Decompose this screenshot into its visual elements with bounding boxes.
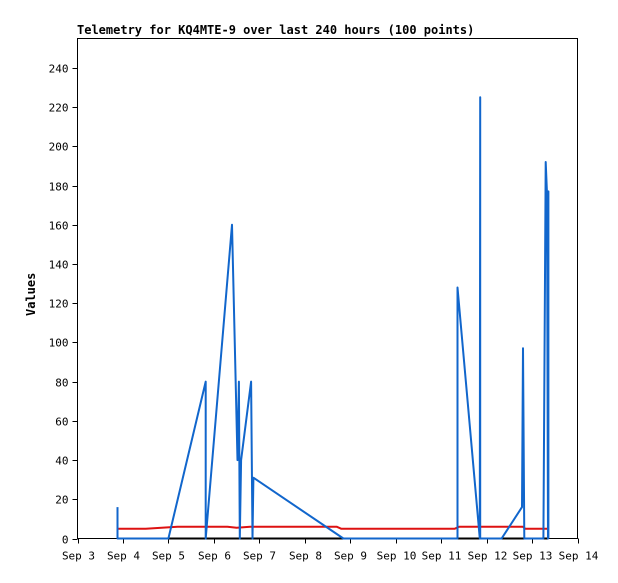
x-tick-label: Sep 11 [422, 550, 462, 563]
y-tick-label: 180 [49, 181, 69, 194]
x-tick-label: Sep 4 [107, 550, 140, 563]
y-tick-label: 140 [49, 259, 69, 272]
y-tick-label: 200 [49, 141, 69, 154]
x-tick-label: Sep 9 [334, 550, 367, 563]
chart-title: Telemetry for KQ4MTE-9 over last 240 hou… [77, 23, 475, 37]
x-tick-label: Sep 6 [198, 550, 231, 563]
y-tick-label: 160 [49, 220, 69, 233]
y-tick-label: 120 [49, 298, 69, 311]
y-tick-label: 0 [62, 534, 69, 547]
y-tick-label: 20 [55, 494, 68, 507]
y-tick-label: 40 [55, 455, 68, 468]
y-tick-label: 80 [55, 377, 68, 390]
x-tick-label: Sep 8 [289, 550, 322, 563]
series-line [117, 525, 548, 530]
x-tick-label: Sep 12 [468, 550, 508, 563]
y-tick-label: 60 [55, 416, 68, 429]
y-tick-label: 240 [49, 63, 69, 76]
plot-frame [77, 38, 578, 539]
x-tick-label: Sep 7 [243, 550, 276, 563]
y-tick-label: 220 [49, 102, 69, 115]
y-tick-label: 100 [49, 337, 69, 350]
x-tick-label: Sep 5 [152, 550, 185, 563]
x-tick-label: Sep 14 [559, 550, 599, 563]
y-axis-label: Values [24, 272, 38, 316]
series-line [116, 96, 550, 540]
x-tick-label: Sep 10 [377, 550, 417, 563]
x-tick-label: Sep 3 [62, 550, 95, 563]
x-tick-label: Sep 13 [513, 550, 553, 563]
